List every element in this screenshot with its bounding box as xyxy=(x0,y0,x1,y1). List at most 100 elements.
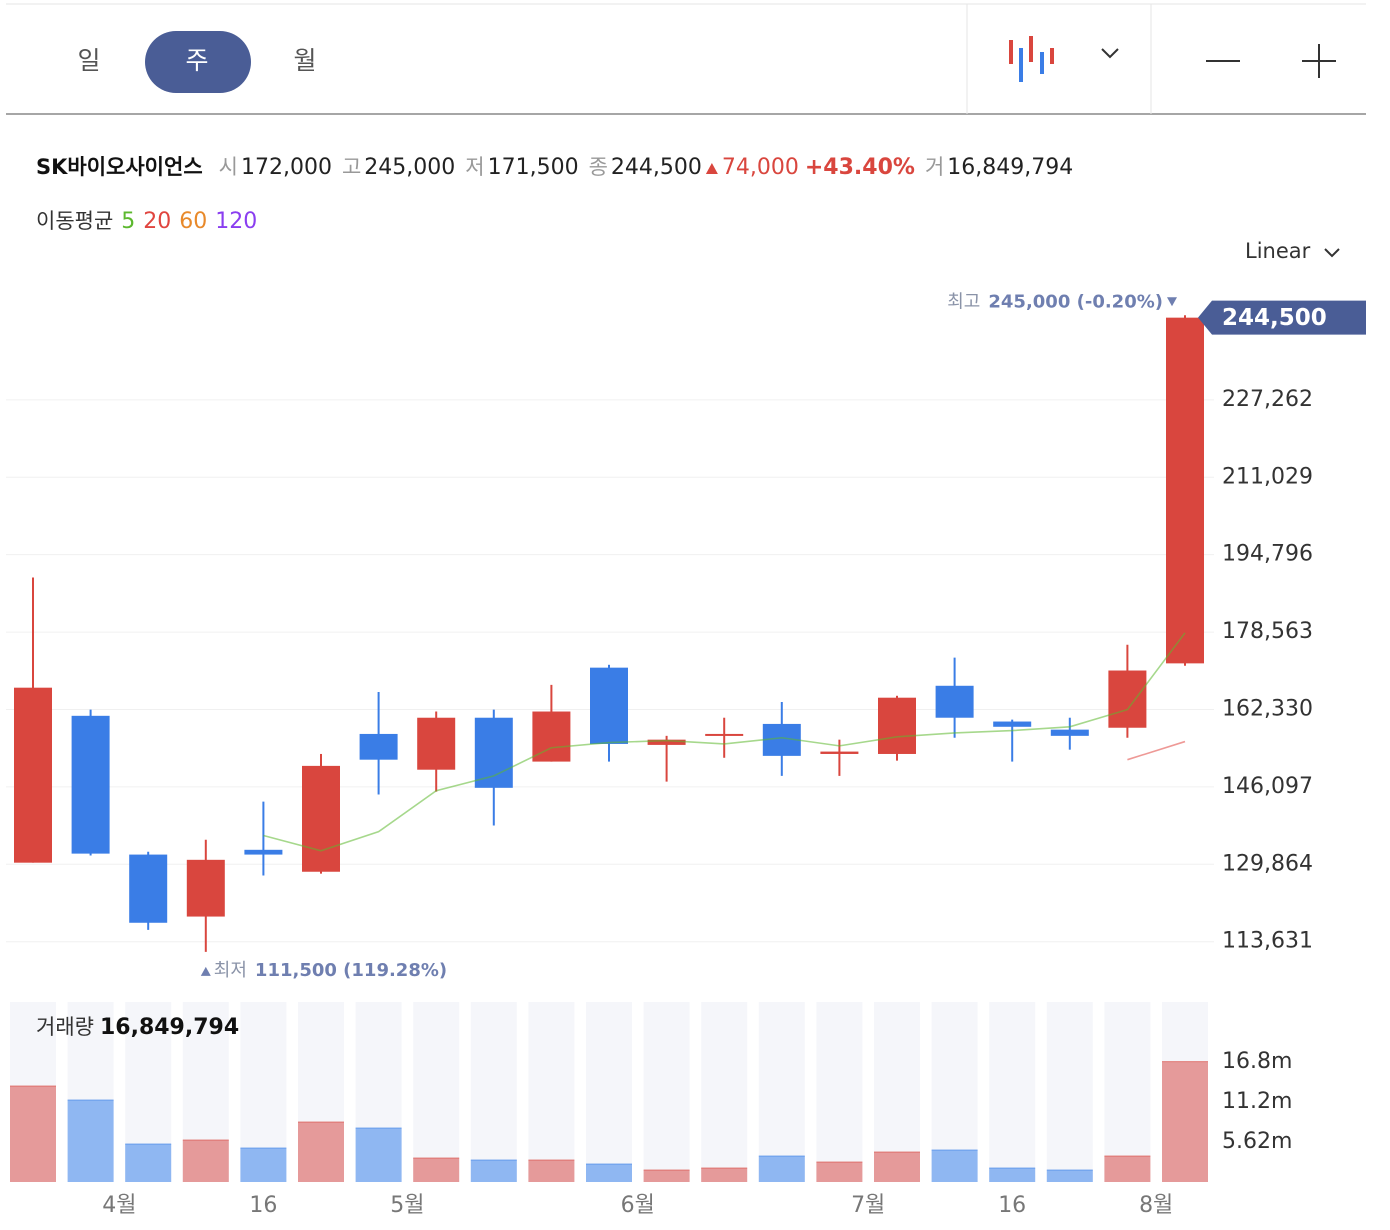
candle-body xyxy=(590,667,628,744)
volume-bar xyxy=(182,1140,229,1182)
active-tab-pill xyxy=(145,31,251,93)
x-tick-label: 5월 xyxy=(390,1193,424,1218)
volume-bar xyxy=(298,1122,344,1182)
high-marker xyxy=(1167,297,1177,307)
volume-bar xyxy=(125,1144,172,1182)
ma-legend-title: 이동평균 xyxy=(36,209,113,233)
change-value: 74,000 xyxy=(722,155,799,180)
volume-column-bg xyxy=(586,1002,632,1182)
candle-body xyxy=(647,739,686,745)
candle-body xyxy=(359,733,398,760)
y-tick-label: 194,796 xyxy=(1222,542,1313,567)
moving-average-line xyxy=(1127,740,1186,761)
quote-value: 244,500 xyxy=(611,155,702,180)
x-tick-label: 6월 xyxy=(621,1193,655,1218)
volume-bar xyxy=(240,1148,287,1182)
volume-bar xyxy=(931,1150,978,1182)
volume-bar xyxy=(1046,1170,1093,1182)
change-percent: +43.40% xyxy=(805,155,915,180)
low-marker xyxy=(200,966,211,976)
y-tick-label: 162,330 xyxy=(1222,696,1313,721)
last-price-tag xyxy=(1198,300,1366,335)
volume-bar xyxy=(67,1100,114,1182)
x-tick-label: 7월 xyxy=(851,1193,885,1218)
volume-bar xyxy=(355,1128,402,1182)
dropdown-chevron[interactable] xyxy=(1101,48,1119,59)
volume-column-bg xyxy=(413,1002,460,1182)
volume-column-bg xyxy=(989,1002,1036,1182)
volume-column-bg xyxy=(758,1002,805,1182)
x-tick-label: 16 xyxy=(249,1193,277,1218)
volume-bar xyxy=(816,1162,863,1182)
candle-body xyxy=(878,697,916,754)
volume-column-bg xyxy=(528,1002,575,1182)
low-annotation-value: 111,500 (119.28%) xyxy=(255,960,447,981)
period-tab[interactable]: 주 xyxy=(185,46,208,75)
volume-bar xyxy=(1162,1061,1208,1182)
quote-value: 245,000 xyxy=(364,155,455,180)
volume-bar xyxy=(413,1158,460,1182)
zoom-in-button[interactable] xyxy=(1302,44,1336,78)
volume-column-bg xyxy=(470,1002,517,1182)
quote-label: 저 xyxy=(465,155,484,179)
quote-label: 시 xyxy=(219,155,238,179)
volume-bar xyxy=(758,1156,805,1182)
stock-name: SK바이오사이언스 xyxy=(36,155,203,179)
ma-legend-entry: 5 xyxy=(121,209,135,234)
ma-legend-entry: 20 xyxy=(143,209,171,234)
up-arrow xyxy=(705,163,718,174)
candle-body xyxy=(935,685,974,718)
volume-bar xyxy=(1104,1156,1151,1182)
candle-body xyxy=(474,717,513,788)
candle-body xyxy=(1108,670,1147,728)
volume-tick-label: 16.8m xyxy=(1222,1049,1292,1074)
y-tick-label: 211,029 xyxy=(1222,464,1313,489)
moving-average-line xyxy=(263,632,1186,852)
volume-bar xyxy=(528,1160,575,1182)
candle-body xyxy=(705,733,744,736)
y-tick-label: 113,631 xyxy=(1222,929,1313,954)
volume-bar xyxy=(643,1170,690,1182)
last-price-label: 244,500 xyxy=(1222,305,1327,331)
candle-body xyxy=(1050,729,1089,736)
volume-bar xyxy=(586,1164,632,1182)
period-tab[interactable]: 일 xyxy=(77,46,100,75)
candle-body xyxy=(71,715,110,854)
y-tick-label: 129,864 xyxy=(1222,851,1313,876)
chart-style-button[interactable] xyxy=(1009,36,1054,82)
volume-column-bg xyxy=(643,1002,690,1182)
high-annotation-value: 245,000 (-0.20%) xyxy=(988,291,1163,312)
scale-selector[interactable]: Linear xyxy=(1245,239,1311,263)
quote-label: 종 xyxy=(589,155,608,179)
ma-legend-entry: 120 xyxy=(215,209,257,234)
scale-chevron[interactable] xyxy=(1324,248,1340,258)
quote-label: 거 xyxy=(925,155,944,179)
volume-tick-label: 5.62m xyxy=(1222,1129,1292,1154)
candle-body xyxy=(820,751,859,754)
volume-bar xyxy=(874,1152,920,1182)
volume-bar xyxy=(701,1168,748,1182)
low-annotation-label: 최저 xyxy=(214,960,247,981)
quote-value: 172,000 xyxy=(241,155,332,180)
quote-value: 171,500 xyxy=(488,155,579,180)
volume-column-bg xyxy=(1046,1002,1093,1182)
period-tab[interactable]: 월 xyxy=(293,46,316,75)
candle-body xyxy=(302,765,340,872)
x-tick-label: 16 xyxy=(998,1193,1026,1218)
volume-title: 거래량 xyxy=(36,1015,94,1039)
candle-body xyxy=(417,717,456,770)
y-tick-label: 178,563 xyxy=(1222,619,1313,644)
volume-latest: 16,849,794 xyxy=(100,1015,239,1040)
candle-body xyxy=(14,687,52,863)
volume-column-bg xyxy=(816,1002,863,1182)
quote-label: 고 xyxy=(342,155,361,179)
volume-bar xyxy=(989,1168,1036,1182)
quote-value: 16,849,794 xyxy=(947,155,1073,180)
candle-body xyxy=(186,859,225,917)
high-annotation-label: 최고 xyxy=(947,291,980,312)
x-tick-label: 4월 xyxy=(102,1193,136,1218)
volume-bar xyxy=(470,1160,517,1182)
ma-legend-entry: 60 xyxy=(179,209,207,234)
y-tick-label: 227,262 xyxy=(1222,387,1313,412)
